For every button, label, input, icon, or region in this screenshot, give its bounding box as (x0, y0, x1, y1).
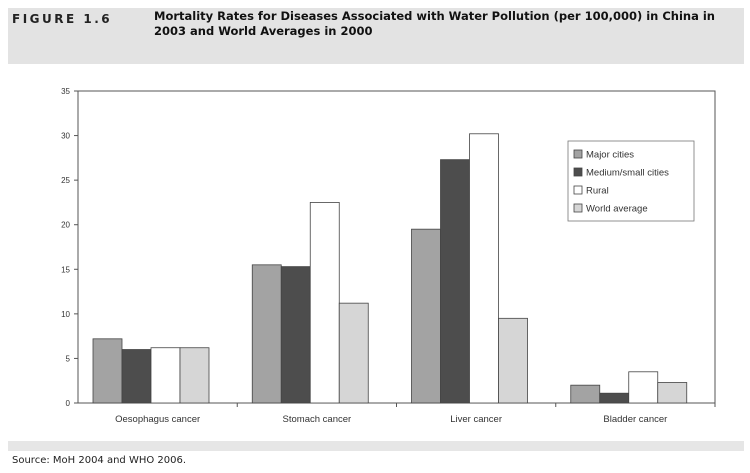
y-tick-label: 10 (61, 310, 70, 319)
y-tick-label: 0 (66, 399, 71, 408)
bar (440, 159, 470, 404)
legend-box (567, 140, 695, 222)
y-tick-label: 25 (61, 176, 70, 185)
header-band (8, 8, 744, 64)
footer-band (8, 441, 744, 451)
y-tick-label: 20 (61, 221, 70, 230)
bar (280, 266, 311, 404)
legend-label: Medium/small cities (586, 168, 669, 179)
bar (179, 347, 210, 404)
bar (628, 371, 659, 404)
legend-label: Major cities (586, 150, 634, 161)
bar (150, 347, 181, 404)
bar (309, 202, 340, 404)
bar (251, 264, 282, 404)
y-tick-label: 35 (61, 87, 70, 96)
bar (121, 349, 152, 404)
figure-title: Mortality Rates for Diseases Associated … (154, 9, 715, 38)
bar (570, 384, 601, 404)
x-tick-label: Liver cancer (450, 414, 502, 425)
bar (498, 317, 528, 404)
legend-swatch (573, 203, 583, 213)
legend-swatch (573, 167, 583, 177)
legend-label: World average (586, 204, 648, 215)
bar (338, 302, 369, 404)
bar (469, 133, 499, 404)
bar (411, 228, 441, 404)
y-tick-label: 5 (66, 354, 71, 363)
x-tick-label: Bladder cancer (603, 414, 667, 425)
source-note: Source: MoH 2004 and WHO 2006. (12, 455, 187, 466)
figure-label: FIGURE 1.6 (12, 12, 113, 26)
bar (657, 382, 688, 404)
x-tick-label: Oesophagus cancer (115, 414, 200, 425)
y-tick-label: 15 (61, 265, 70, 274)
legend-swatch (573, 185, 583, 195)
bar (599, 392, 630, 404)
bar (92, 338, 123, 404)
legend-label: Rural (586, 186, 609, 197)
y-tick-label: 30 (61, 132, 70, 141)
x-tick-label: Stomach cancer (283, 414, 352, 425)
legend-swatch (573, 149, 583, 159)
